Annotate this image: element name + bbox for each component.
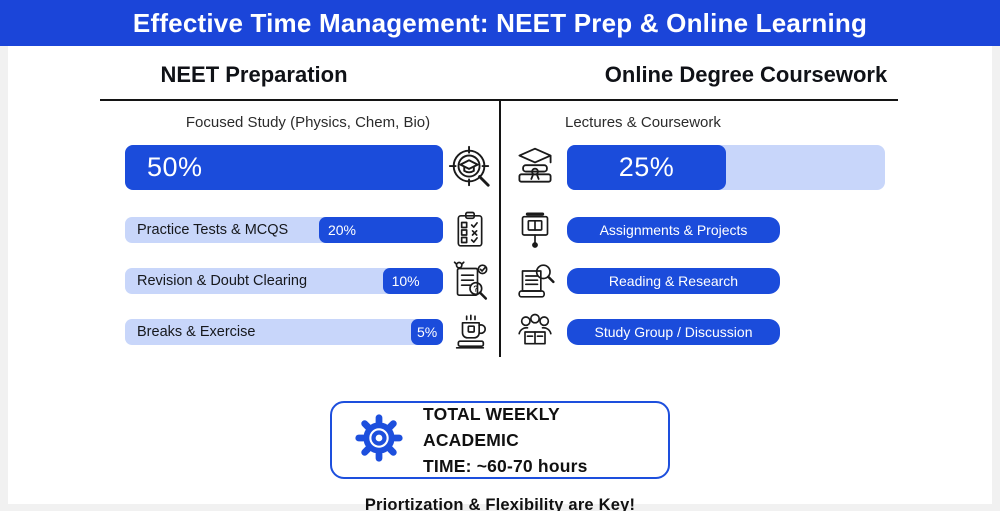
assignments-pill: Assignments & Projects — [567, 217, 780, 243]
practice-tests-bar: Practice Tests & MCQS 20% — [125, 217, 443, 243]
reading-pill: Reading & Research — [567, 268, 780, 294]
practice-tests-fill: 20% — [318, 217, 443, 243]
online-column-title: Online Degree Coursework — [604, 62, 888, 87]
footer-note: Priortization & Flexibility are Key! — [364, 496, 636, 511]
focused-study-caption: Focused Study (Physics, Chem, Bio) — [185, 114, 431, 131]
breaks-fill: 5% — [411, 319, 443, 345]
revision-label: Revision & Doubt Clearing — [137, 273, 308, 289]
breaks-label: Breaks & Exercise — [137, 324, 256, 340]
online-column: Online Degree Coursework Lectures & Cour… — [500, 46, 992, 370]
revision-value: 10% — [391, 273, 420, 289]
practice-tests-row: Practice Tests & MCQS 20% — [125, 211, 500, 247]
reading-row: Reading & Research — [512, 264, 992, 298]
lectures-value: 25% — [618, 151, 675, 182]
breaks-row: Breaks & Exercise 5% — [125, 314, 500, 349]
breaks-value: 5% — [416, 324, 438, 340]
notes-doubt-icon: ? — [447, 258, 493, 304]
study-group-row: Study Group / Discussion — [512, 313, 992, 345]
assignments-label: Assignments & Projects — [599, 222, 748, 238]
page-title: Effective Time Management: NEET Prep & O… — [132, 7, 868, 38]
mcq-clipboard-icon — [447, 207, 493, 253]
focused-study-value: 50% — [147, 151, 203, 182]
neet-column-title: NEET Preparation — [160, 62, 348, 87]
lectures-fill: 25% — [567, 144, 726, 190]
assignments-row: Assignments & Projects — [512, 212, 992, 248]
study-group-icon — [512, 309, 558, 355]
target-search-graduation-icon — [447, 144, 493, 190]
practice-tests-label: Practice Tests & MCQS — [137, 222, 289, 238]
book-magnifier-icon — [512, 258, 558, 304]
revision-bar: Revision & Doubt Clearing 10% — [125, 268, 443, 294]
breaks-bar: Breaks & Exercise 5% — [125, 319, 443, 345]
summary-line-1: TOTAL WEEKLY ACADEMIC — [423, 403, 560, 450]
graduation-degree-icon — [512, 144, 558, 190]
study-group-pill: Study Group / Discussion — [567, 319, 780, 345]
focused-study-row: 50% — [125, 144, 500, 190]
coffee-break-icon — [447, 309, 493, 355]
practice-tests-value: 20% — [327, 222, 357, 238]
presentation-board-icon — [512, 207, 558, 253]
column-divider — [499, 99, 501, 357]
revision-fill: 10% — [382, 268, 443, 294]
online-title-rule — [500, 99, 898, 101]
summary-line-2: TIME: ~60-70 hours — [423, 456, 588, 477]
svg-text:?: ? — [473, 283, 478, 293]
header-bar: Effective Time Management: NEET Prep & O… — [0, 0, 1000, 46]
study-group-label: Study Group / Discussion — [594, 324, 753, 340]
revision-row: Revision & Doubt Clearing 10% — [125, 261, 500, 300]
focused-study-bar: 50% — [125, 144, 443, 190]
lectures-bar: 25% — [567, 144, 885, 190]
neet-column: NEET Preparation Focused Study (Physics,… — [8, 46, 500, 370]
infographic-card: NEET Preparation Focused Study (Physics,… — [8, 46, 992, 511]
gear-icon — [352, 411, 406, 470]
summary-text: TOTAL WEEKLY ACADEMIC TIME: ~60-70 hours — [423, 401, 652, 480]
lectures-row: 25% — [512, 144, 992, 190]
summary-box: TOTAL WEEKLY ACADEMIC TIME: ~60-70 hours — [330, 401, 670, 479]
lectures-caption: Lectures & Coursework — [565, 114, 721, 131]
neet-title-rule — [100, 99, 500, 101]
reading-label: Reading & Research — [608, 273, 739, 289]
comparison-columns: NEET Preparation Focused Study (Physics,… — [8, 46, 992, 370]
